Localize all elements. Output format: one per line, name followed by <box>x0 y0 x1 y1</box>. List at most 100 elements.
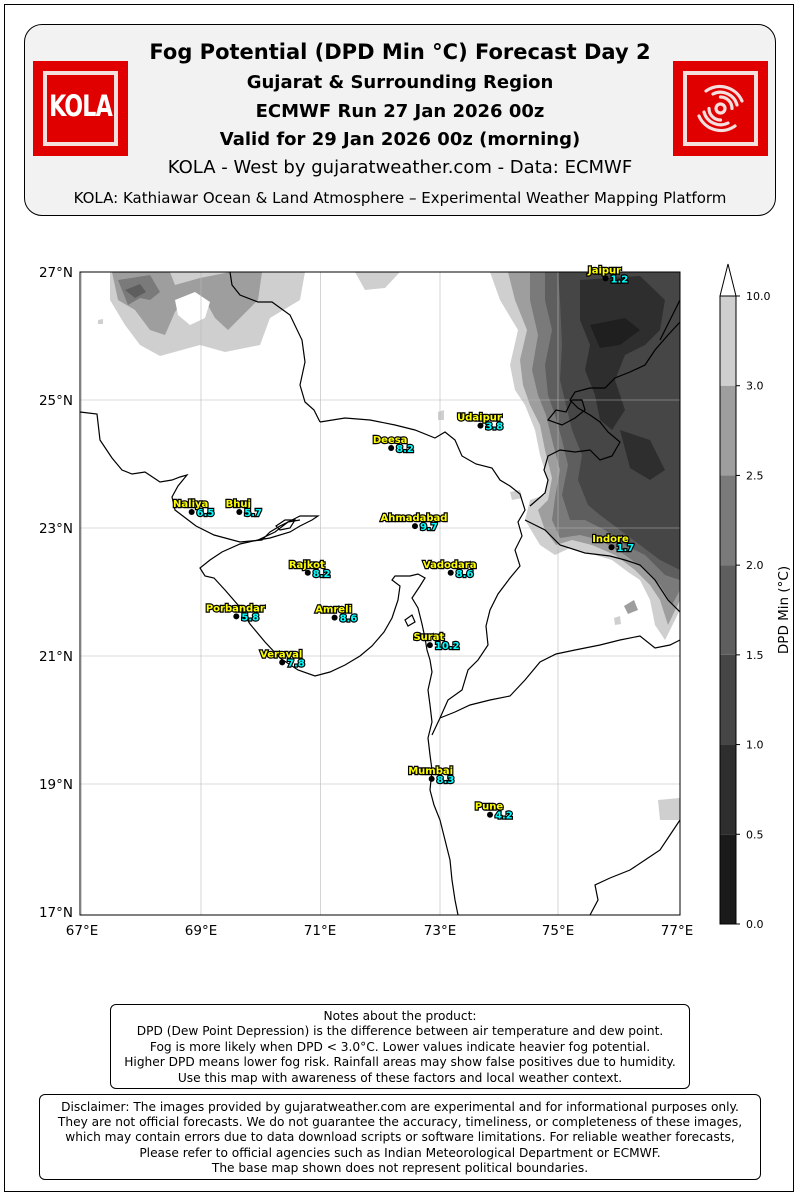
city-value: 4.2 <box>495 811 513 822</box>
coastline-pakistan <box>80 411 320 543</box>
colorbar-label: DPD Min (°C) <box>776 566 792 654</box>
colorbar-extend-arrow <box>719 263 737 297</box>
lat-tick: 25°N <box>39 393 73 409</box>
city-value: 1.7 <box>616 543 634 554</box>
notes-line: Higher DPD means lower fog risk. Rainfal… <box>124 1055 676 1070</box>
city-dot <box>236 509 243 515</box>
city-name: Bhuj <box>226 499 251 510</box>
dpd-contour-east-core-2 <box>620 430 665 480</box>
lat-tick: 27°N <box>39 265 73 281</box>
lon-tick: 73°E <box>424 923 456 939</box>
city-value: 3.8 <box>485 422 503 433</box>
city-value: 5.7 <box>244 508 262 519</box>
city-dot <box>477 422 484 429</box>
dpd-contour-nw-core <box>125 284 146 298</box>
notes-box: Notes about the product: DPD (Dew Point … <box>110 1004 690 1089</box>
region-subtitle: Gujarat & Surrounding Region <box>246 72 554 93</box>
border-mp-south <box>524 519 680 613</box>
city-dot <box>447 569 454 576</box>
kola-logo-text: KOLA <box>49 89 113 123</box>
border-maharashtra <box>439 635 680 719</box>
city-name: Mumbai <box>408 766 453 777</box>
city-value: 6.5 <box>197 508 215 519</box>
city-dot <box>388 445 395 451</box>
city-value: 8.6 <box>456 569 474 580</box>
border-gujarat-rajasthan <box>319 417 526 736</box>
gulf-khambhat-islands <box>404 614 416 627</box>
city-name: Jaipur <box>587 265 621 276</box>
cyclone-symbol <box>697 84 744 133</box>
disclaimer-line: Disclaimer: The images provided by gujar… <box>61 1100 739 1114</box>
notes-line: Use this map with awareness of these fac… <box>177 1070 623 1085</box>
city-dot <box>279 659 286 666</box>
lat-tick: 17°N <box>39 905 73 921</box>
colorbar-tick-label: 10.0 <box>746 290 771 303</box>
city-name: Rajkot <box>289 560 325 571</box>
colorbar-tick-label: 0.5 <box>746 828 764 841</box>
city-dot <box>188 509 195 515</box>
colorbar-segment <box>720 296 736 386</box>
city-value: 1.2 <box>611 274 629 285</box>
lon-tick: 77°E <box>661 923 693 939</box>
colorbar-segment <box>720 385 736 476</box>
border-nw-top <box>659 299 680 341</box>
outer-frame <box>4 4 794 1192</box>
border-rajasthan-mp <box>529 321 680 507</box>
notes-line: Fog is more likely when DPD < 3.0°C. Low… <box>149 1039 651 1054</box>
credit-line: KOLA - West by gujaratweather.com - Data… <box>167 157 633 178</box>
border-maharashtra-east <box>589 819 680 915</box>
colorbar-segments <box>720 296 736 924</box>
colorbar-segment <box>720 475 736 566</box>
dpd-patch-2 <box>438 410 444 420</box>
city-name: Deesa <box>373 435 408 446</box>
lat-tick-labels: 27°N 25°N 23°N 21°N 19°N 17°N <box>39 265 73 921</box>
valid-time: Valid for 29 Jan 2026 00z (morning) <box>219 129 581 150</box>
colorbar-segment <box>720 565 736 655</box>
dpd-shading <box>98 272 680 820</box>
cyclone-logo-border <box>683 71 758 146</box>
dpd-contour-east-core <box>590 318 640 348</box>
disclaimer-line: which may contain errors due to data dow… <box>65 1130 735 1145</box>
disclaimer-line: They are not official forecasts. We do n… <box>57 1115 743 1130</box>
colorbar-tick-label: 0.0 <box>746 918 764 931</box>
colorbar-ticks: 0.0 0.5 1.0 1.5 2.0 2.5 3.0 10.0 <box>736 290 771 931</box>
cyclone-icon <box>673 61 768 156</box>
notes-line: DPD (Dew Point Depression) is the differ… <box>136 1024 664 1039</box>
lon-tick: 67°E <box>66 923 98 939</box>
colorbar-tick-label: 1.0 <box>746 739 764 752</box>
city-name: Udaipur <box>457 413 502 424</box>
city-markers: Jaipur1.2Udaipur3.8Deesa8.2Naliya6.5Bhuj… <box>172 264 636 823</box>
border-pakistan-india <box>229 272 321 423</box>
map-frame <box>79 271 681 916</box>
colorbar-segment <box>720 834 736 924</box>
colorbar-tick-label: 2.0 <box>746 559 764 572</box>
city-dot <box>602 275 609 282</box>
city-value: 7.8 <box>287 658 305 669</box>
gridlines <box>80 272 680 915</box>
coastlines-and-borders <box>80 272 680 915</box>
city-name: Pune <box>475 802 504 813</box>
city-name: Indore <box>592 534 629 545</box>
city-value: 8.6 <box>340 614 358 625</box>
city-name: Surat <box>413 632 444 643</box>
city-dot <box>304 569 311 576</box>
kola-logo: KOLA <box>33 61 128 156</box>
colorbar-frame <box>719 295 737 925</box>
colorbar-segment <box>720 654 736 745</box>
coastline-saurashtra <box>199 519 459 915</box>
colorbar: 0.0 0.5 1.0 1.5 2.0 2.5 3.0 10.0 DPD Min (°C) <box>719 263 792 931</box>
colorbar-tick-label: 1.5 <box>746 649 764 662</box>
city-name: Porbandar <box>206 603 265 614</box>
platform-line: KOLA: Kathiawar Ocean & Land Atmosphere … <box>73 189 727 207</box>
city-value: 9.7 <box>420 522 438 533</box>
city-value: 8.2 <box>396 444 414 455</box>
